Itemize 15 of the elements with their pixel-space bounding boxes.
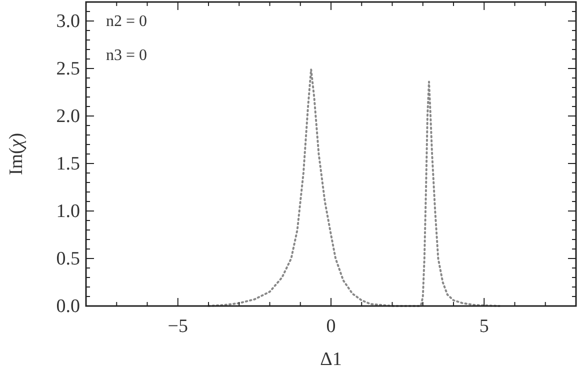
x-tick-label: −5	[168, 316, 188, 337]
annotation: n3 = 0	[106, 47, 148, 64]
y-tick-label: 3.0	[56, 11, 80, 32]
y-tick-label: 1.5	[56, 154, 80, 174]
x-axis-title: Δ1	[320, 349, 342, 370]
y-tick-label: 0.5	[56, 248, 80, 270]
annotation: n2 = 0	[106, 13, 148, 30]
y-axis-title: Im(χ)	[6, 132, 27, 176]
x-tick-label: 5	[479, 316, 489, 337]
y-tick-label: 2.5	[56, 58, 80, 80]
y-tick-label: 2.0	[56, 106, 80, 127]
y-tick-label: 0.0	[56, 296, 80, 317]
x-tick-label: 0	[326, 316, 336, 337]
y-tick-label: 1.0	[56, 201, 80, 222]
line-series	[208, 68, 500, 307]
